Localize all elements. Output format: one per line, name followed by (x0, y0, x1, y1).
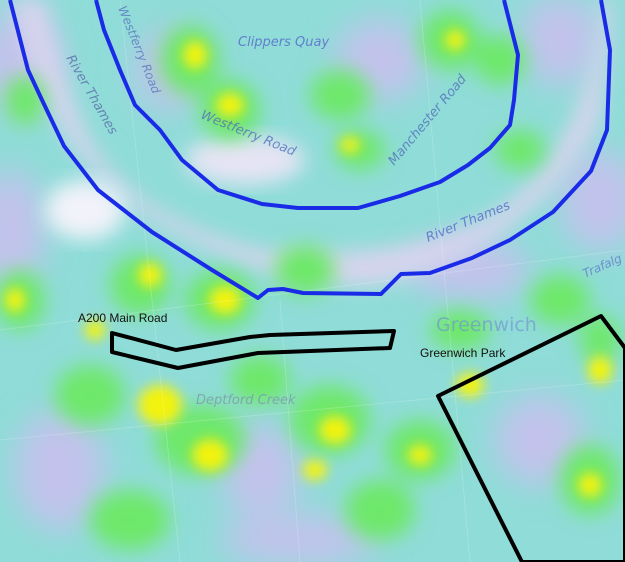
river-outer-line (8, 0, 612, 300)
a200-main-road-outline (110, 329, 396, 370)
label-clippers-quay: Clippers Quay (238, 35, 329, 50)
label-a200-main-road: A200 Main Road (78, 311, 167, 325)
river-outline[interactable] (8, 0, 612, 300)
label-deptford-creek: Deptford Creek (196, 393, 296, 408)
label-greenwich-park: Greenwich Park (420, 346, 506, 360)
overlay-labels: A200 Main Road Greenwich Park (78, 311, 506, 360)
river-inner-line (94, 0, 520, 210)
greenwich-park-outline (436, 314, 625, 562)
overlay-shapes[interactable] (110, 314, 625, 562)
label-greenwich: Greenwich (436, 314, 537, 336)
